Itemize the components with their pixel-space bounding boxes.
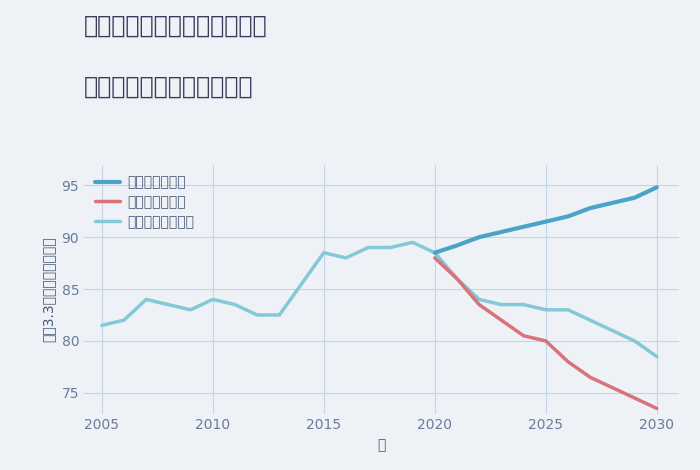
グッドシナリオ <box>586 205 594 211</box>
ノーマルシナリオ <box>586 317 594 323</box>
ノーマルシナリオ <box>542 307 550 313</box>
Y-axis label: 坪（3.3㎡）単価（万円）: 坪（3.3㎡）単価（万円） <box>42 236 56 342</box>
ノーマルシナリオ <box>519 302 528 307</box>
ノーマルシナリオ <box>186 307 195 313</box>
ノーマルシナリオ <box>209 297 217 302</box>
ノーマルシナリオ <box>608 328 617 333</box>
ノーマルシナリオ <box>142 297 150 302</box>
ノーマルシナリオ <box>475 297 484 302</box>
ノーマルシナリオ <box>164 302 173 307</box>
バッドシナリオ <box>497 317 505 323</box>
ノーマルシナリオ <box>652 354 661 360</box>
Legend: グッドシナリオ, バッドシナリオ, ノーマルシナリオ: グッドシナリオ, バッドシナリオ, ノーマルシナリオ <box>91 172 198 233</box>
バッドシナリオ <box>586 375 594 380</box>
Line: グッドシナリオ: グッドシナリオ <box>435 188 657 253</box>
グッドシナリオ <box>542 219 550 224</box>
X-axis label: 年: 年 <box>377 438 386 452</box>
ノーマルシナリオ <box>120 317 128 323</box>
ノーマルシナリオ <box>231 302 239 307</box>
ノーマルシナリオ <box>564 307 572 313</box>
バッドシナリオ <box>631 395 639 401</box>
ノーマルシナリオ <box>253 312 261 318</box>
ノーマルシナリオ <box>320 250 328 256</box>
ノーマルシナリオ <box>386 245 395 251</box>
グッドシナリオ <box>497 229 505 235</box>
ノーマルシナリオ <box>342 255 350 261</box>
バッドシナリオ <box>519 333 528 338</box>
ノーマルシナリオ <box>497 302 505 307</box>
バッドシナリオ <box>542 338 550 344</box>
Line: ノーマルシナリオ: ノーマルシナリオ <box>102 243 657 357</box>
グッドシナリオ <box>519 224 528 229</box>
バッドシナリオ <box>608 385 617 391</box>
バッドシナリオ <box>453 276 461 282</box>
グッドシナリオ <box>652 185 661 190</box>
Text: 中古マンションの価格推移: 中古マンションの価格推移 <box>84 75 253 99</box>
ノーマルシナリオ <box>631 338 639 344</box>
ノーマルシナリオ <box>364 245 372 251</box>
ノーマルシナリオ <box>453 276 461 282</box>
バッドシナリオ <box>475 302 484 307</box>
グッドシナリオ <box>430 250 439 256</box>
ノーマルシナリオ <box>298 281 306 287</box>
バッドシナリオ <box>564 359 572 365</box>
バッドシナリオ <box>430 255 439 261</box>
ノーマルシナリオ <box>408 240 416 245</box>
グッドシナリオ <box>475 235 484 240</box>
ノーマルシナリオ <box>275 312 284 318</box>
Text: 岐阜県郡上市白鳥町二日町の: 岐阜県郡上市白鳥町二日町の <box>84 14 267 38</box>
ノーマルシナリオ <box>97 322 106 328</box>
バッドシナリオ <box>652 406 661 411</box>
グッドシナリオ <box>631 195 639 201</box>
Line: バッドシナリオ: バッドシナリオ <box>435 258 657 408</box>
グッドシナリオ <box>453 243 461 248</box>
グッドシナリオ <box>608 200 617 206</box>
ノーマルシナリオ <box>430 250 439 256</box>
グッドシナリオ <box>564 213 572 219</box>
